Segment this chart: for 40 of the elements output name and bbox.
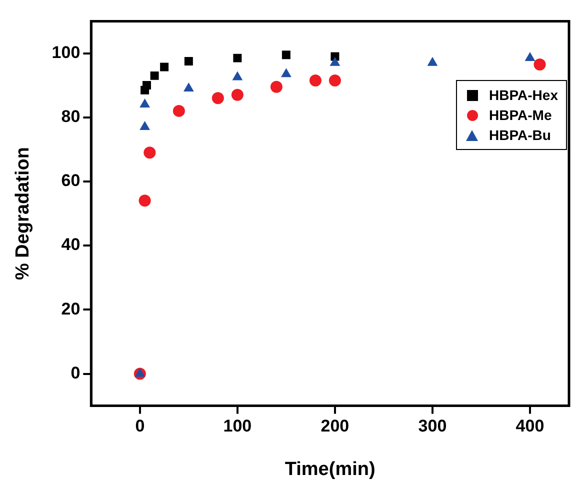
x-tick-label: 300 (418, 416, 447, 436)
y-tick-label: 80 (61, 107, 80, 126)
legend-label: HBPA-Me (489, 107, 552, 123)
point (231, 88, 244, 101)
point (134, 368, 146, 377)
y-tick-label: 100 (52, 42, 80, 62)
y-axis-title: % Degradation (12, 146, 34, 280)
legend-label: HBPA-Hex (489, 87, 558, 103)
y-tick-label: 0 (70, 363, 80, 382)
point (282, 50, 290, 60)
point (183, 82, 194, 92)
y-tick-label: 40 (61, 235, 80, 254)
point (160, 62, 169, 72)
point (150, 71, 159, 80)
legend-label: HBPA-Bu (489, 127, 551, 143)
point (140, 98, 150, 108)
y-tick-label: 60 (61, 171, 80, 190)
point (172, 104, 185, 117)
point (184, 57, 193, 66)
point (270, 80, 282, 93)
x-tick-label: 100 (223, 416, 252, 436)
point (330, 56, 340, 66)
x-tick-label: 400 (516, 416, 544, 436)
point (142, 81, 151, 90)
point (281, 68, 292, 78)
point (140, 120, 150, 130)
point (232, 71, 243, 80)
point (144, 146, 156, 159)
x-tick-label: 0 (135, 416, 145, 436)
point (212, 92, 224, 104)
point (534, 58, 546, 70)
y-tick-label: 20 (61, 299, 80, 318)
point (427, 56, 438, 66)
point (233, 54, 242, 62)
point (138, 194, 151, 207)
x-axis-title: Time(min) (284, 458, 376, 480)
x-tick-label: 200 (320, 416, 350, 436)
point (309, 74, 322, 86)
point (328, 74, 341, 86)
point (524, 52, 536, 62)
